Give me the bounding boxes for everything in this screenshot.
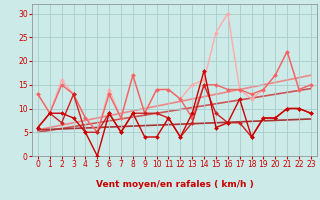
X-axis label: Vent moyen/en rafales ( km/h ): Vent moyen/en rafales ( km/h ): [96, 180, 253, 189]
